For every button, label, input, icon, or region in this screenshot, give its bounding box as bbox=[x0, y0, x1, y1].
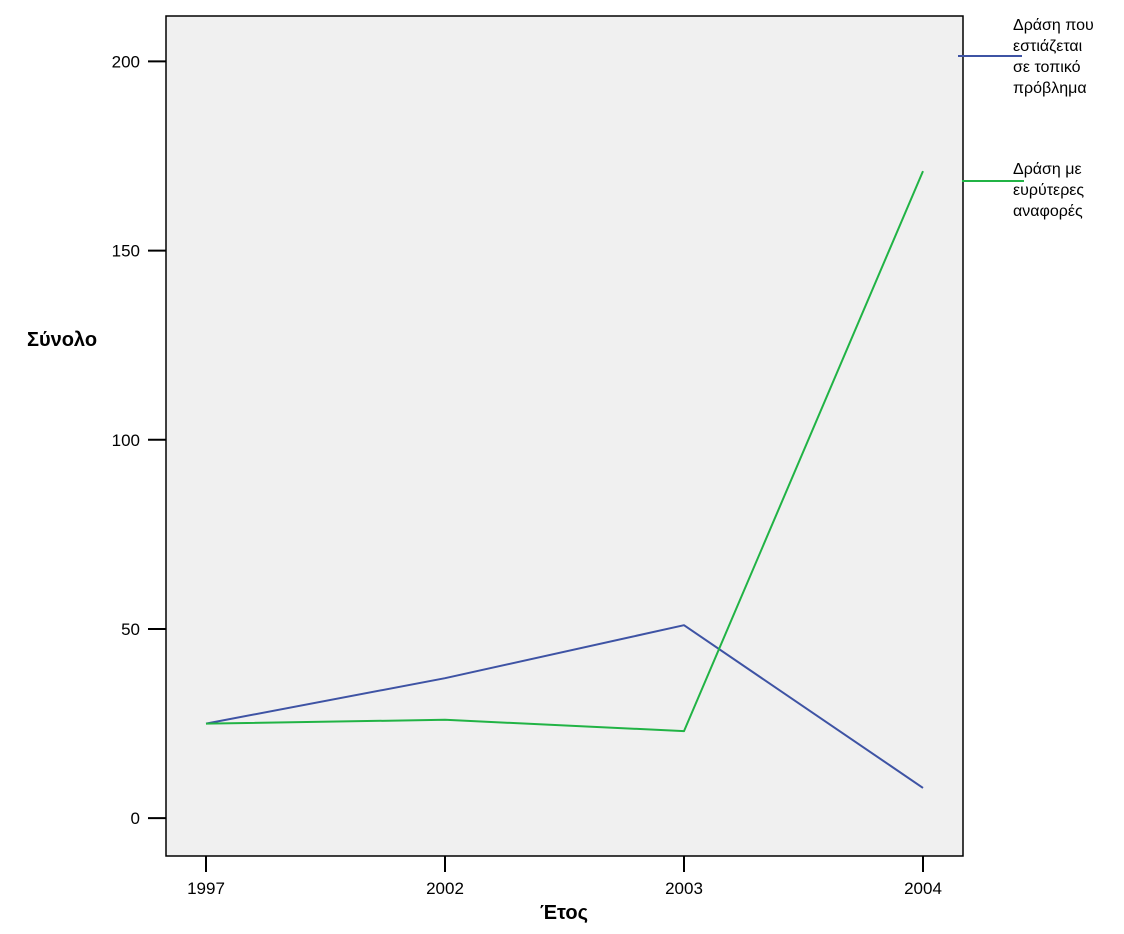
x-tick-label: 2003 bbox=[665, 879, 703, 898]
y-tick-label: 150 bbox=[112, 242, 140, 261]
y-axis-title: Σύνολο bbox=[27, 329, 97, 351]
y-tick-label: 50 bbox=[121, 620, 140, 639]
legend-item-2: Δράση με ευρύτερες αναφορές bbox=[962, 161, 1084, 220]
y-tick-label: 200 bbox=[112, 52, 140, 71]
x-tick-label: 1997 bbox=[187, 879, 225, 898]
legend-label-line: σε τοπικό bbox=[1013, 59, 1081, 76]
x-axis: 1997 2002 2003 2004 bbox=[187, 856, 942, 898]
legend-label-line: Δράση που bbox=[1013, 17, 1094, 34]
x-axis-title: Έτος bbox=[540, 902, 588, 924]
legend-label-line: Δράση με bbox=[1013, 161, 1082, 178]
y-tick-label: 0 bbox=[131, 809, 140, 828]
x-tick-label: 2002 bbox=[426, 879, 464, 898]
legend-label-line: ευρύτερες bbox=[1013, 182, 1084, 199]
x-tick-label: 2004 bbox=[904, 879, 942, 898]
plot-area bbox=[165, 15, 964, 857]
y-tick-label: 100 bbox=[112, 431, 140, 450]
legend-label-line: αναφορές bbox=[1013, 203, 1083, 220]
series-layer bbox=[205, 170, 924, 789]
series-line-2 bbox=[205, 170, 924, 733]
y-axis: 0 50 100 150 200 bbox=[112, 52, 166, 828]
legend-label-line: πρόβλημα bbox=[1013, 80, 1087, 97]
legend-item-1: Δράση που εστιάζεται σε τοπικό πρόβλημα bbox=[958, 17, 1094, 97]
series-line-1 bbox=[205, 624, 924, 789]
legend-label-line: εστιάζεται bbox=[1013, 38, 1083, 55]
